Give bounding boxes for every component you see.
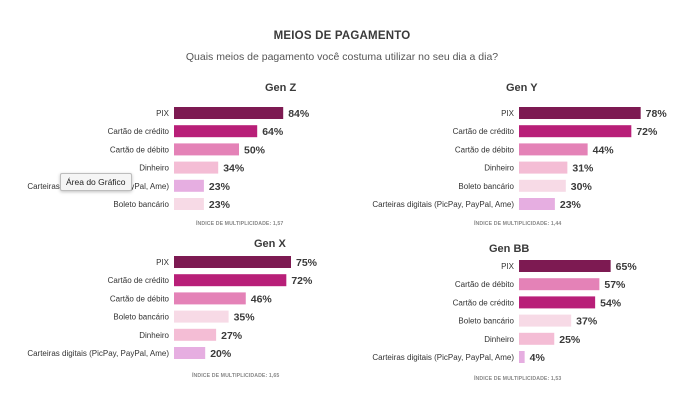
value-label: 23%	[209, 181, 231, 193]
value-label: 34%	[223, 163, 245, 175]
category-label: PIX	[156, 258, 170, 267]
category-label: PIX	[156, 109, 170, 118]
category-label: Dinheiro	[484, 335, 514, 344]
value-label: 35%	[234, 312, 256, 324]
category-label: Carteiras digitais (PicPay, PayPal, Ame)	[27, 349, 169, 358]
bar	[519, 314, 572, 327]
bar	[519, 296, 596, 309]
chart-title: Gen BB	[489, 243, 530, 255]
bar	[174, 125, 258, 138]
value-label: 30%	[571, 181, 593, 193]
page-title: MEIOS DE PAGAMENTO	[273, 30, 411, 42]
value-label: 72%	[291, 275, 313, 287]
category-label: Cartão de débito	[110, 294, 170, 303]
bar	[174, 161, 219, 174]
bar	[519, 179, 566, 192]
bar	[174, 107, 284, 119]
value-label: 57%	[604, 279, 626, 291]
value-label: 27%	[221, 330, 243, 342]
value-label: 84%	[288, 108, 310, 120]
category-label: Cartão de crédito	[453, 127, 515, 136]
value-label: 31%	[572, 163, 594, 175]
category-label: Boleto bancário	[113, 200, 169, 209]
category-label: Cartão de débito	[455, 280, 515, 289]
bar	[174, 292, 246, 305]
category-label: Dinheiro	[139, 331, 169, 340]
value-label: 23%	[209, 199, 231, 211]
value-label: 37%	[576, 316, 598, 328]
bar	[519, 143, 588, 156]
category-label: Boleto bancário	[113, 313, 169, 322]
bar	[519, 278, 600, 291]
bar	[174, 179, 204, 192]
bar	[519, 125, 632, 138]
category-label: Cartão de crédito	[453, 298, 515, 307]
value-label: 64%	[262, 126, 284, 138]
value-label: 72%	[636, 126, 658, 138]
value-label: 50%	[244, 144, 266, 156]
value-label: 4%	[530, 352, 546, 364]
value-label: 75%	[296, 257, 318, 269]
value-label: 65%	[616, 261, 638, 273]
value-label: 20%	[210, 348, 232, 360]
bar	[519, 260, 611, 272]
bar	[174, 143, 239, 156]
bar	[519, 198, 555, 210]
bar	[174, 310, 229, 323]
bar	[174, 256, 291, 268]
page-subtitle: Quais meios de pagamento você costuma ut…	[185, 51, 499, 63]
category-label: Dinheiro	[484, 164, 514, 173]
category-label: Dinheiro	[139, 164, 169, 173]
multiplicity-index: ÍNDICE DE MULTIPLICIDADE: 1,53	[474, 376, 562, 382]
category-label: PIX	[501, 262, 515, 271]
bar	[519, 161, 568, 174]
multiplicity-index: ÍNDICE DE MULTIPLICIDADE: 1,44	[474, 221, 562, 227]
category-label: Cartão de crédito	[108, 127, 170, 136]
category-label: Boleto bancário	[458, 182, 514, 191]
value-label: 23%	[560, 199, 582, 211]
value-label: 78%	[646, 108, 668, 120]
bar	[174, 328, 217, 341]
bar	[519, 107, 641, 119]
multiplicity-index: ÍNDICE DE MULTIPLICIDADE: 1,57	[196, 221, 284, 227]
category-label: Cartão de débito	[455, 145, 515, 154]
chart-title: Gen X	[254, 238, 286, 250]
category-label: Cartão de débito	[110, 145, 170, 154]
value-label: 25%	[559, 334, 581, 346]
category-label: Carteiras digitais (PicPay, PayPal, Ame)	[372, 353, 514, 362]
value-label: 46%	[251, 293, 273, 305]
value-label: 54%	[600, 297, 622, 309]
bar	[174, 198, 204, 210]
category-label: Boleto bancário	[458, 317, 514, 326]
value-label: 44%	[593, 144, 615, 156]
bar	[174, 274, 287, 287]
chart-area-tooltip: Área do Gráfico	[60, 173, 132, 191]
category-label: Cartão de crédito	[108, 276, 170, 285]
bar	[519, 332, 555, 345]
multiplicity-index: ÍNDICE DE MULTIPLICIDADE: 1,65	[192, 373, 280, 379]
chart-title: Gen Z	[265, 82, 297, 94]
bar	[519, 351, 525, 363]
chart-title: Gen Y	[506, 82, 538, 94]
bar	[174, 347, 206, 359]
category-label: Carteiras digitais (PicPay, PayPal, Ame)	[372, 200, 514, 209]
category-label: PIX	[501, 109, 515, 118]
